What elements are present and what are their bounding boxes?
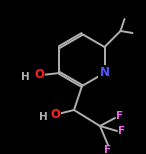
Text: F: F — [118, 126, 126, 136]
Text: F: F — [117, 111, 124, 121]
Text: H: H — [39, 112, 47, 122]
Text: O: O — [50, 107, 60, 120]
Text: H: H — [21, 72, 30, 82]
Text: F: F — [104, 145, 112, 154]
Text: O: O — [34, 69, 45, 81]
Text: N: N — [100, 67, 110, 79]
